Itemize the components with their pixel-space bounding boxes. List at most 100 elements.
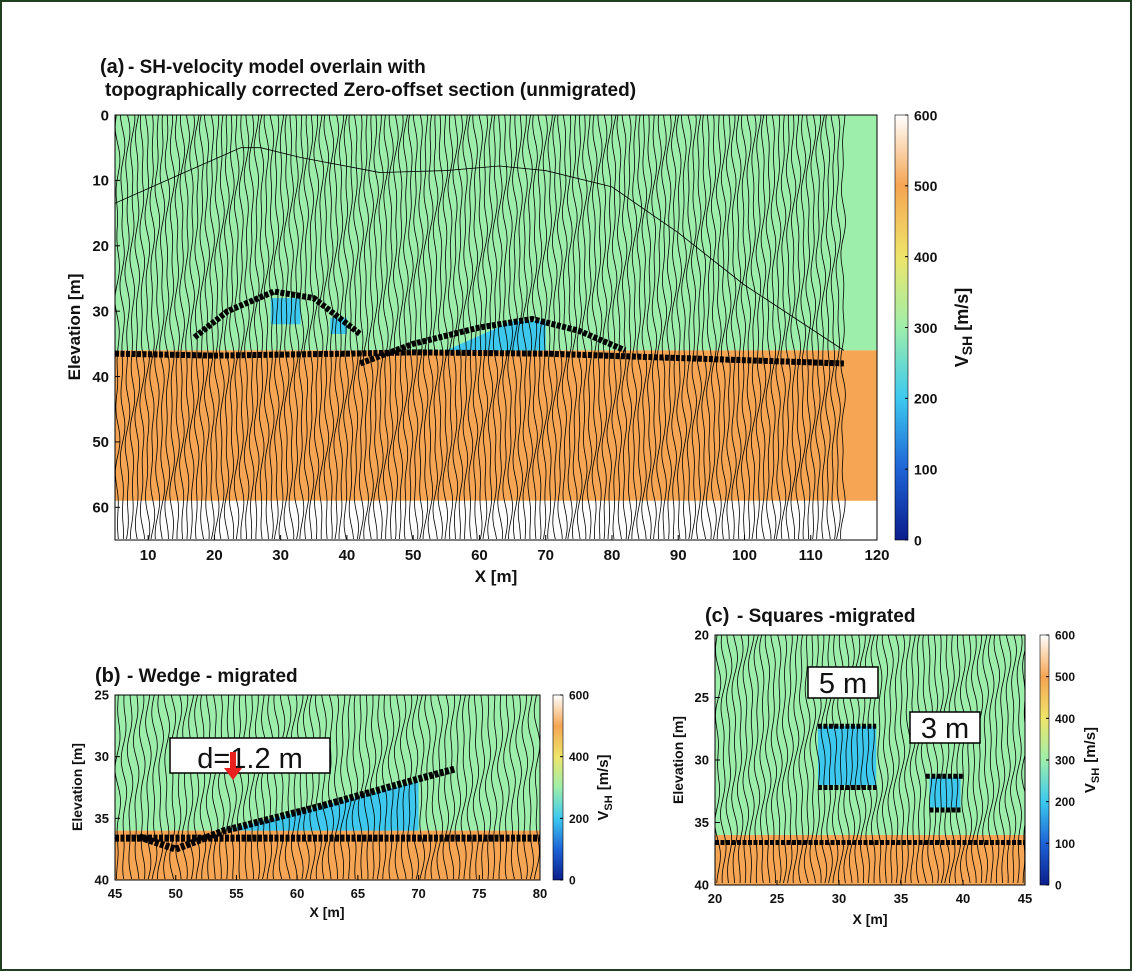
colorbar-tick-label: 400 — [914, 249, 938, 265]
wiggle-trace — [358, 115, 364, 540]
wiggle-trace — [315, 695, 322, 880]
wiggle-trace — [671, 115, 677, 540]
wiggle-trace — [149, 115, 156, 540]
colorbar-symbol: V — [1082, 783, 1099, 793]
wiggle-trace — [273, 115, 280, 540]
x-tick-label: 60 — [290, 886, 304, 901]
reflection-band — [115, 349, 844, 367]
wiggle-trace — [399, 695, 407, 880]
wiggle-trace — [119, 115, 126, 540]
wiggle-trace — [926, 635, 934, 884]
wiggle-trace — [418, 695, 425, 880]
wiggle-trace — [407, 115, 414, 540]
x-tick-label: 50 — [405, 547, 422, 564]
wiggle-trace — [363, 115, 369, 540]
wiggle-trace — [798, 635, 805, 884]
plot-area — [115, 115, 877, 540]
colorbar-tick-label: 200 — [569, 812, 589, 826]
wiggle-trace — [248, 115, 255, 540]
wiggle-trace — [720, 115, 727, 540]
reflection-band — [138, 765, 456, 853]
x-tick-label: 80 — [604, 547, 621, 564]
wiggle-trace — [760, 115, 767, 540]
reflection-band — [192, 288, 363, 340]
wiggle-trace — [134, 115, 141, 540]
x-tick-label: 120 — [864, 547, 889, 564]
panel-title: - SH-velocity model overlain with — [128, 57, 426, 78]
wiggle-trace — [478, 695, 486, 879]
wiggle-trace — [159, 115, 166, 540]
wiggle-trace — [318, 115, 325, 539]
x-tick-label: 40 — [339, 547, 356, 564]
reflection-band — [359, 316, 627, 367]
wiggle-trace — [205, 695, 213, 880]
wiggle-trace — [454, 695, 462, 880]
wiggle-trace — [765, 115, 772, 540]
wiggle-trace — [711, 115, 717, 540]
wiggle-trace — [144, 115, 151, 540]
wiggle-trace — [184, 115, 190, 540]
wiggle-trace — [820, 115, 826, 540]
wiggle-trace — [636, 115, 643, 540]
x-tick-label: 100 — [732, 547, 757, 564]
wiggle-trace — [551, 115, 558, 540]
wiggle-trace — [412, 695, 419, 880]
wiggle-trace — [369, 695, 377, 880]
wiggle-trace — [810, 115, 816, 540]
x-tick-label: 40 — [956, 891, 970, 906]
wiggle-trace — [333, 695, 341, 879]
wiggle-trace — [497, 695, 504, 880]
panel-subtitle: topographically corrected Zero-offset se… — [105, 80, 636, 101]
wiggle-trace — [515, 695, 522, 880]
wiggle-trace — [616, 115, 623, 540]
wiggle-trace — [457, 115, 464, 540]
x-tick-label: 45 — [1018, 891, 1032, 906]
wiggle-trace — [740, 115, 747, 540]
axes-box — [114, 694, 541, 881]
wiggle-trace — [596, 115, 603, 540]
colorbar-unit: [m/s] — [1082, 727, 1099, 763]
wiggle-trace — [795, 115, 802, 540]
panel: 10 20 30 40 50 60 70 80 90 100 110 120 0 10 20 30 40 50 60… — [65, 56, 975, 586]
colorbar-tick-label: 500 — [1055, 670, 1075, 684]
wiggle-trace — [174, 115, 180, 539]
wiggle-trace — [417, 115, 424, 540]
y-tick-label: 60 — [92, 500, 109, 517]
velocity-region — [270, 298, 301, 325]
wiggle-trace — [509, 695, 516, 880]
wiggle-trace — [775, 115, 782, 540]
wiggle-trace — [309, 695, 316, 880]
wiggle-trace — [691, 115, 697, 540]
x-axis-label: X [m] — [310, 904, 345, 920]
wiggle-trace — [937, 635, 945, 884]
wiggle-trace — [288, 115, 295, 540]
wiggle-trace — [484, 695, 492, 880]
colorbar-subscript: SH — [959, 336, 975, 355]
wiggle-trace — [920, 635, 928, 884]
wiggle-trace — [228, 115, 235, 540]
axes-box — [114, 114, 878, 541]
x-tick-label: 55 — [229, 886, 243, 901]
wiggle-trace — [293, 115, 300, 540]
y-tick-label: 30 — [95, 749, 109, 764]
wiggle-trace — [755, 115, 762, 540]
wiggle-trace — [129, 115, 136, 540]
wiggle-trace — [290, 695, 298, 880]
x-tick-label: 25 — [770, 891, 784, 906]
annotation: d=1.2 m — [197, 743, 303, 775]
y-axis-label: Elevation [m] — [65, 274, 84, 381]
wiggle-trace — [302, 695, 310, 880]
colorbar-tick-label: 200 — [914, 391, 938, 407]
colorbar-subscript: SH — [603, 795, 615, 810]
wiggle-trace — [189, 115, 195, 540]
wiggle-trace — [527, 115, 533, 540]
wiggle-trace — [323, 115, 330, 540]
wiggle-trace — [586, 115, 593, 540]
wiggle-trace — [472, 695, 480, 880]
wiggle-trace — [542, 115, 548, 540]
wiggle-trace — [199, 695, 207, 879]
wiggle-trace — [219, 115, 225, 540]
wiggle-trace — [466, 695, 473, 880]
wiggle-trace — [248, 695, 256, 880]
